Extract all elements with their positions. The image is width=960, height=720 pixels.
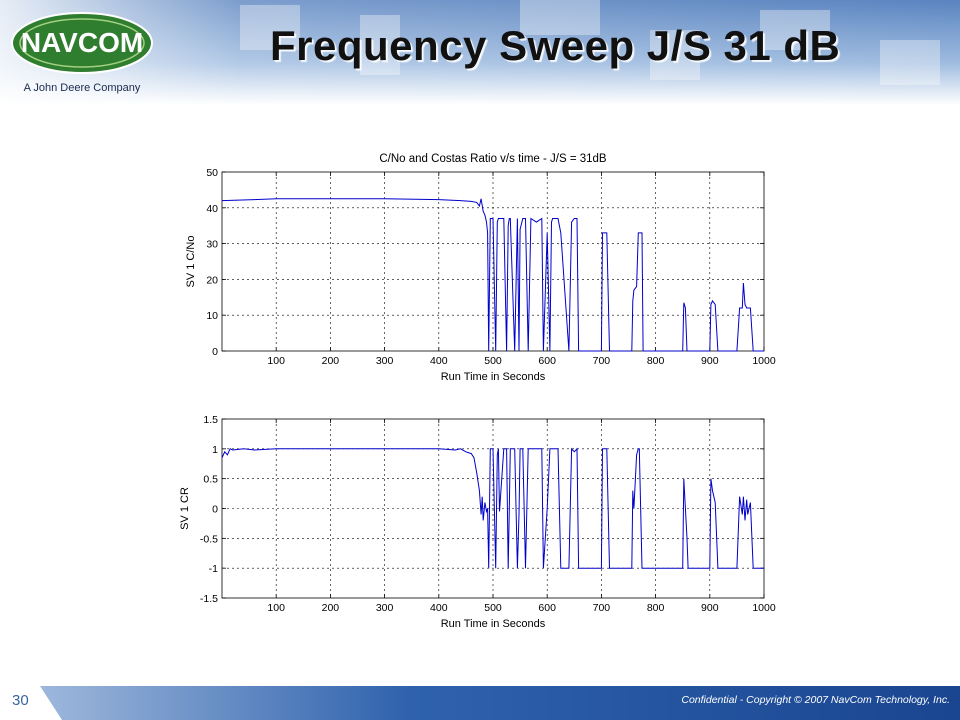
navcom-logo: NAVCOM A John Deere Company (11, 12, 153, 94)
logo-tagline: A John Deere Company (24, 82, 141, 94)
x-tick-label: 700 (593, 355, 611, 367)
x-tick-label: 400 (430, 355, 448, 367)
chart-costas-ratio: 100 200 300 400 500 600 700 800 900 1000 -1.5 -1 -0.… (179, 414, 776, 630)
x-tick-label: 300 (376, 355, 394, 367)
y-tick-label: 1 (212, 444, 218, 456)
y-tick-label: 50 (206, 167, 218, 179)
y-axis-label: SV 1 CR (179, 487, 191, 530)
y-axis-label: SV 1 C/No (185, 236, 197, 288)
x-axis-label: Run Time in Seconds (441, 371, 546, 383)
x-tick-label: 100 (267, 602, 285, 614)
x-tick-label: 200 (322, 602, 340, 614)
footer-bar (40, 686, 960, 720)
x-tick-label: 900 (701, 602, 719, 614)
x-tick-label: 200 (322, 355, 340, 367)
x-tick-label: 500 (484, 355, 502, 367)
y-tick-label: 20 (206, 274, 218, 286)
y-tick-label: 30 (206, 239, 218, 251)
x-tick-label: 300 (376, 602, 394, 614)
x-tick-label: 400 (430, 602, 448, 614)
x-tick-label: 100 (267, 355, 285, 367)
page-number: 30 (12, 692, 29, 709)
x-tick-label: 1000 (752, 602, 776, 614)
y-tick-label: 0.5 (203, 474, 218, 486)
y-tick-label: -0.5 (200, 533, 218, 545)
x-tick-label: 600 (538, 602, 556, 614)
y-tick-label: -1 (209, 563, 218, 575)
x-tick-label: 800 (647, 355, 665, 367)
header-background (0, 0, 960, 105)
logo-text: NAVCOM (21, 27, 143, 58)
x-tick-label: 500 (484, 602, 502, 614)
x-axis-label: Run Time in Seconds (441, 618, 546, 630)
y-tick-label: 40 (206, 203, 218, 215)
footer-copyright: Confidential - Copyright © 2007 NavCom T… (681, 694, 950, 706)
y-tick-label: 1.5 (203, 414, 218, 426)
slide-title: Frequency Sweep J/S 31 dB (270, 22, 841, 69)
y-tick-label: 0 (212, 346, 218, 358)
chart-title: C/No and Costas Ratio v/s time - J/S = 3… (379, 153, 607, 165)
x-tick-label: 900 (701, 355, 719, 367)
series-line (221, 198, 764, 352)
x-tick-label: 700 (593, 602, 611, 614)
plot-background (222, 172, 764, 351)
series-line (221, 447, 764, 569)
x-tick-label: 600 (538, 355, 556, 367)
x-tick-label: 1000 (752, 355, 776, 367)
y-tick-label: -1.5 (200, 593, 218, 605)
y-tick-label: 0 (212, 504, 218, 516)
chart-cno: 100 200 300 400 500 600 700 800 900 1000 0 10 20 30 40… (185, 153, 776, 383)
x-tick-label: 800 (647, 602, 665, 614)
y-tick-label: 10 (206, 310, 218, 322)
